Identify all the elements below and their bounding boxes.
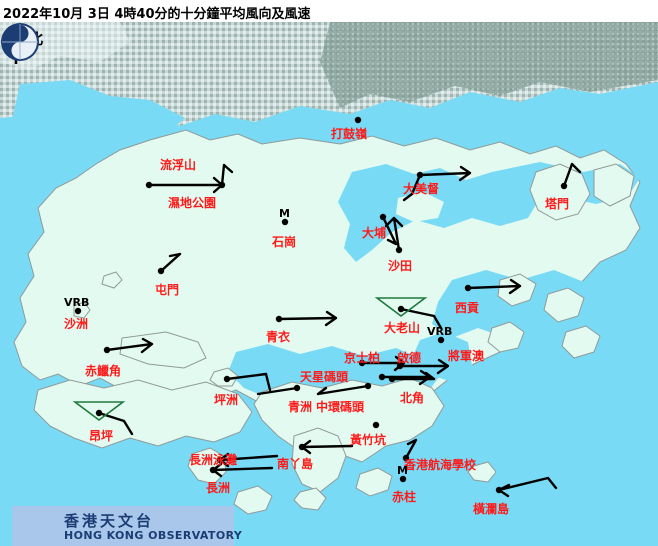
station-label[interactable]: 屯門 bbox=[155, 283, 180, 297]
station-label[interactable]: 天星碼頭 bbox=[300, 370, 349, 384]
station-label[interactable]: 坪洲 bbox=[214, 393, 239, 407]
page-title: 2022年10月 3日 4時40分的十分鐘平均風向及風速 bbox=[3, 7, 311, 22]
station-label[interactable]: 橫瀾島 bbox=[473, 502, 510, 516]
station-label[interactable]: 赤鱲角 bbox=[85, 364, 122, 378]
variable-wind-marker: VRB bbox=[64, 296, 90, 309]
station-label[interactable]: 青洲 bbox=[288, 400, 313, 414]
station-label[interactable]: 青衣 bbox=[266, 330, 291, 344]
hongkong-landmass bbox=[13, 129, 641, 515]
hko-logo-icon bbox=[1, 23, 39, 61]
station-label[interactable]: 流浮山 bbox=[160, 158, 197, 172]
station-label[interactable]: 沙洲 bbox=[64, 317, 89, 331]
station-label[interactable]: 京士柏 bbox=[344, 351, 381, 365]
station-label[interactable]: 昂坪 bbox=[89, 429, 114, 443]
station-label[interactable]: 打鼓嶺 bbox=[331, 127, 368, 141]
station-label[interactable]: 啟德 bbox=[397, 351, 422, 365]
station-label[interactable]: 中環碼頭 bbox=[316, 400, 365, 414]
wind-barb-layer bbox=[97, 162, 582, 498]
hko-logo-english: HONG KONG OBSERVATORY bbox=[64, 529, 243, 542]
station-dot-layer bbox=[74, 116, 568, 494]
station-label[interactable]: 長洲泳灘 bbox=[189, 453, 238, 467]
station-label[interactable]: 濕地公園 bbox=[168, 196, 217, 210]
station-label[interactable]: 大埔 bbox=[362, 226, 387, 240]
station-label[interactable]: 西貢 bbox=[455, 301, 480, 315]
station-label[interactable]: 赤柱 bbox=[392, 490, 417, 504]
station-label[interactable]: 沙田 bbox=[388, 259, 413, 273]
map-canvas[interactable]: 北 打鼓嶺流浮山濕地公園大美督塔門石崗M大埔沙田屯門西貢沙洲VRB大老山青衣赤鱲… bbox=[0, 22, 658, 546]
title-bar: 2022年10月 3日 4時40分的十分鐘平均風向及風速 bbox=[0, 0, 658, 22]
mainland-landmass bbox=[0, 22, 658, 150]
variable-wind-marker: VRB bbox=[427, 325, 453, 338]
gust-flag-layer bbox=[72, 297, 428, 421]
station-label[interactable]: 石崗 bbox=[272, 235, 297, 249]
station-label[interactable]: 大老山 bbox=[384, 321, 421, 335]
station-label[interactable]: 大美督 bbox=[403, 182, 440, 196]
maintenance-marker: M bbox=[279, 207, 290, 220]
station-label[interactable]: 黃竹坑 bbox=[350, 433, 387, 447]
station-label[interactable]: 香港航海學校 bbox=[404, 458, 477, 472]
station-label[interactable]: 將軍澳 bbox=[448, 349, 485, 363]
maintenance-marker: M bbox=[397, 464, 408, 477]
hko-logo-band bbox=[12, 506, 234, 546]
station-label[interactable]: 北角 bbox=[400, 391, 425, 405]
map-geometry bbox=[0, 22, 658, 515]
hko-logo-chinese: 香港天文台 bbox=[64, 512, 155, 530]
station-label[interactable]: 南丫島 bbox=[277, 457, 314, 471]
station-label[interactable]: 塔門 bbox=[545, 197, 570, 211]
station-label[interactable]: 長洲 bbox=[206, 481, 231, 495]
